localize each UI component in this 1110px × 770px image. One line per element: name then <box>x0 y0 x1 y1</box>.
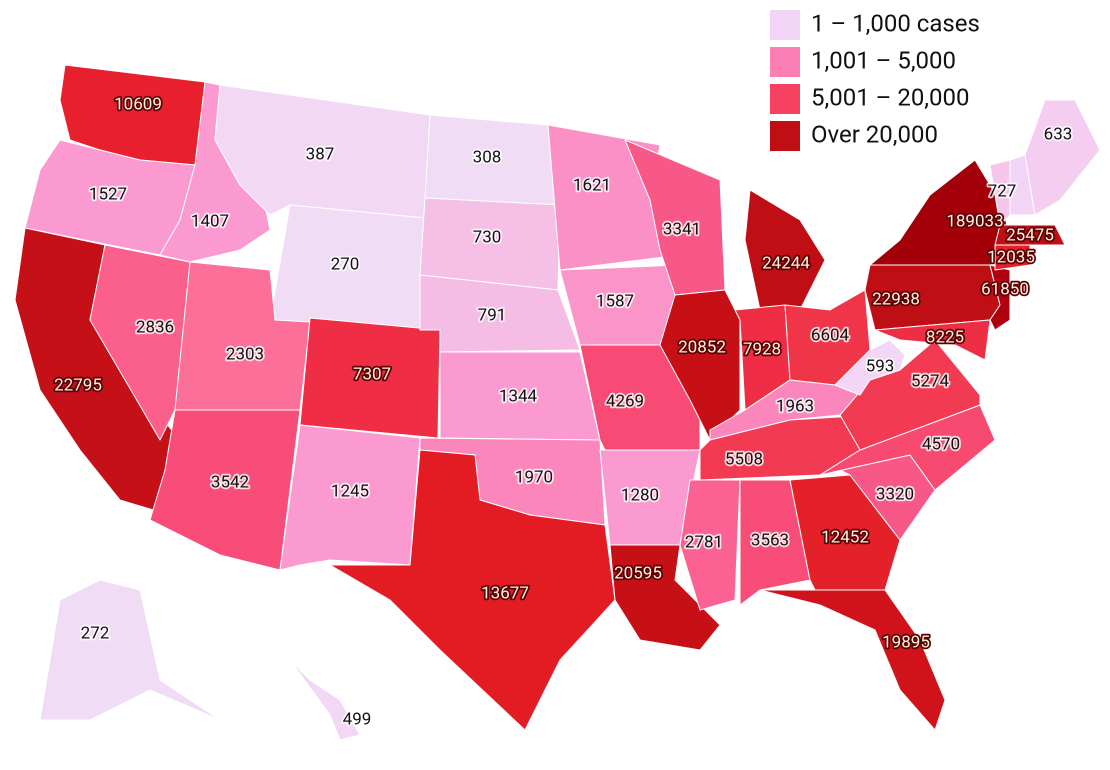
state-value: 3341 <box>663 219 701 239</box>
state-value: 2303 <box>226 344 264 364</box>
legend-swatch <box>770 84 800 114</box>
state-value: 12035 <box>987 247 1035 267</box>
state-value: 2836 <box>136 317 174 337</box>
state-shape <box>39 579 221 721</box>
state-value: 3563 <box>751 530 789 550</box>
state-shape <box>989 159 1011 226</box>
state-value: 791 <box>478 305 507 325</box>
state-value: 13677 <box>481 583 529 603</box>
state-shape <box>149 409 301 571</box>
state-value: 12452 <box>821 527 869 547</box>
state-shape <box>739 479 811 606</box>
state-value: 1245 <box>331 481 369 501</box>
legend-swatch <box>770 47 800 77</box>
state-shape <box>874 319 991 361</box>
state-shape <box>1024 99 1101 216</box>
state-value: 22795 <box>54 375 102 395</box>
state-value: 1407 <box>191 211 229 231</box>
state-value: 2781 <box>685 532 723 552</box>
state-value: 3542 <box>211 472 249 492</box>
state-shape <box>679 479 741 611</box>
state-value: 1963 <box>776 396 814 416</box>
legend-swatch <box>770 10 800 40</box>
state-value: 5508 <box>725 449 763 469</box>
legend-label: 1 – 1,000 cases <box>811 9 980 37</box>
state-value: 270 <box>331 254 360 274</box>
state-value: 22938 <box>872 289 920 309</box>
state-value: 25475 <box>1006 225 1054 245</box>
state-value: 727 <box>988 181 1017 201</box>
state-value: 61850 <box>981 279 1029 299</box>
state-value: 633 <box>1044 124 1073 144</box>
legend-label: 5,001 – 20,000 <box>811 83 970 111</box>
state-value: 7307 <box>353 364 391 384</box>
state-value: 308 <box>473 147 502 167</box>
state-value: 1344 <box>499 386 538 406</box>
state-shape <box>994 224 1066 246</box>
state-value: 10609 <box>114 94 162 114</box>
state-value: 8225 <box>926 327 964 347</box>
state-value: 7928 <box>743 339 781 359</box>
state-shape <box>289 659 361 741</box>
state-shape <box>609 544 721 651</box>
state-value: 20595 <box>614 563 662 583</box>
legend-swatch <box>770 121 800 151</box>
state-value: 593 <box>866 356 895 376</box>
state-value: 189033 <box>946 211 1003 231</box>
state-value: 1621 <box>573 175 611 195</box>
state-value: 1587 <box>596 291 634 311</box>
state-value: 730 <box>473 227 502 247</box>
state-shape <box>834 339 906 396</box>
state-value: 1527 <box>89 184 127 204</box>
state-shape <box>869 159 1011 266</box>
state-value: 499 <box>343 709 372 729</box>
state-value: 4570 <box>922 434 960 454</box>
state-value: 272 <box>81 623 110 643</box>
state-value: 1280 <box>621 485 659 505</box>
state-value: 24244 <box>762 253 810 273</box>
state-value: 6604 <box>811 325 850 345</box>
legend-label: Over 20,000 <box>811 120 938 148</box>
state-value: 4269 <box>606 391 644 411</box>
state-value: 19895 <box>882 632 930 652</box>
state-shape <box>989 264 1011 331</box>
legend-label: 1,001 – 5,000 <box>811 46 956 74</box>
state-value: 5274 <box>911 371 950 391</box>
state-shape <box>759 589 946 731</box>
state-shape <box>329 449 616 731</box>
state-value: 20852 <box>678 337 726 357</box>
state-shape <box>744 189 826 311</box>
state-value: 1970 <box>515 467 553 487</box>
state-value: 387 <box>306 144 335 164</box>
state-value: 3320 <box>876 484 914 504</box>
